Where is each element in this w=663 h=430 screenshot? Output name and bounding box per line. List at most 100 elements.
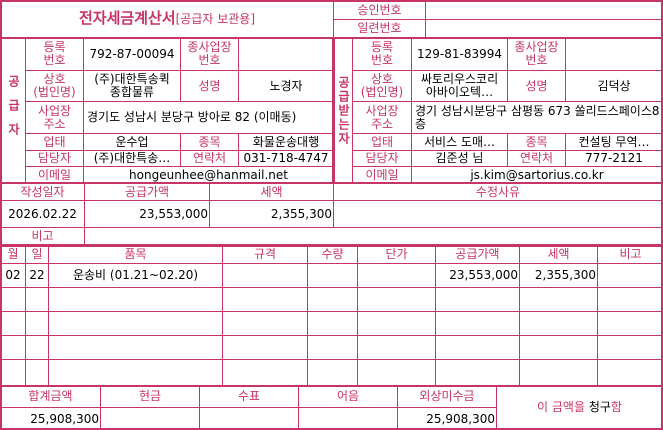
item-empty-cell — [222, 287, 308, 312]
supplier-email-label: 이메일 — [25, 166, 84, 184]
receiver-bizitem-label: 종목 — [507, 133, 566, 151]
item-empty-cell — [307, 335, 358, 360]
items-header-cell: 단가 — [357, 245, 436, 264]
item-empty-cell — [0, 335, 26, 360]
item-row-cell: 23,553,000 — [435, 263, 520, 288]
receiver-regno: 129-81-83994 — [411, 37, 508, 71]
serial-label: 일련번호 — [333, 19, 426, 38]
receiver-subbiz-label: 종사업장 번호 — [507, 37, 566, 71]
supplier-manager: (주)대한특송… — [83, 150, 181, 167]
supplier-side-label: 공급자 — [0, 37, 26, 184]
supply-value: 23,553,000 — [84, 200, 210, 228]
supplier-company: (주)대한특송퀵 종합물류 — [83, 70, 181, 102]
supplier-biztype: 운수업 — [83, 133, 181, 151]
item-empty-cell — [435, 287, 520, 312]
receiver-contact: 777-2121 — [565, 150, 663, 167]
item-empty-cell — [0, 311, 26, 336]
receiver-email: js.kim@sartorius.co.kr — [411, 166, 663, 184]
supplier-ceo: 노경자 — [238, 70, 334, 102]
item-row-cell — [307, 263, 358, 288]
items-header-cell: 규격 — [222, 245, 308, 264]
item-empty-cell — [435, 359, 520, 387]
item-empty-cell — [307, 311, 358, 336]
item-empty-cell — [25, 335, 49, 360]
supplier-subbiz-label: 종사업장 번호 — [180, 37, 239, 71]
totals-value-cell: 25,908,300 — [397, 407, 497, 430]
receiver-company: 싸토리우스코리 아바이오텍… — [411, 70, 508, 102]
item-empty-cell — [25, 311, 49, 336]
item-empty-cell — [48, 311, 223, 336]
title-text: 전자세금계산서 — [78, 9, 176, 27]
supplier-address: 경기도 성남시 분당구 방아로 82 (이매동) — [83, 101, 334, 134]
totals-header-cell: 현금 — [100, 385, 200, 408]
item-empty-cell — [357, 287, 436, 312]
receiver-bizitem: 컨설팅 무역… — [565, 133, 663, 151]
supplier-address-label: 사업장 주소 — [25, 101, 84, 134]
item-empty-cell — [307, 287, 358, 312]
supplier-bizitem-label: 종목 — [180, 133, 239, 151]
item-empty-cell — [519, 335, 598, 360]
item-row-cell — [222, 263, 308, 288]
item-empty-cell — [597, 335, 663, 360]
totals-value-cell — [100, 407, 200, 430]
item-row-cell: 운송비 (01.21~02.20) — [48, 263, 223, 288]
totals-header-cell: 외상미수금 — [397, 385, 497, 408]
invoice-title: 전자세금계산서[공급자 보관용] — [0, 0, 334, 38]
item-empty-cell — [0, 359, 26, 387]
receiver-subbiz — [565, 37, 663, 71]
items-header-cell: 공급가액 — [435, 245, 520, 264]
receiver-side-text: 공급받는자 — [336, 75, 351, 146]
claim-statement: 이 금액을 청구함 — [496, 385, 663, 430]
item-empty-cell — [307, 359, 358, 387]
approval-label: 승인번호 — [333, 0, 426, 20]
supplier-contact: 031-718-4747 — [238, 150, 334, 167]
supplier-regno-label: 등록 번호 — [25, 37, 84, 71]
item-empty-cell — [25, 287, 49, 312]
totals-value-cell: 25,908,300 — [0, 407, 101, 430]
items-header-cell: 일 — [25, 245, 49, 264]
item-empty-cell — [222, 335, 308, 360]
claim-word: 청구 — [588, 400, 611, 414]
approval-value — [425, 0, 663, 20]
tax-value: 2,355,300 — [209, 200, 334, 228]
totals-value-cell — [199, 407, 299, 430]
receiver-company-label: 상호 (법인명) — [352, 70, 412, 102]
receiver-biztype: 서비스 도매… — [411, 133, 508, 151]
item-empty-cell — [597, 311, 663, 336]
item-empty-cell — [519, 311, 598, 336]
receiver-contact-label: 연락처 — [507, 150, 566, 167]
serial-value — [425, 19, 663, 38]
supplier-subbiz — [238, 37, 334, 71]
receiver-ceo-label: 성명 — [507, 70, 566, 102]
item-row-cell: 2,355,300 — [519, 263, 598, 288]
supply-label: 공급가액 — [84, 183, 210, 201]
receiver-regno-label: 등록 번호 — [352, 37, 412, 71]
items-header-cell: 비고 — [597, 245, 663, 264]
item-empty-cell — [48, 335, 223, 360]
note-label: 비고 — [0, 227, 85, 246]
tax-label: 세액 — [209, 183, 334, 201]
supplier-company-label: 상호 (법인명) — [25, 70, 84, 102]
receiver-side-label: 공급받는자 — [333, 37, 353, 184]
items-header-cell: 품목 — [48, 245, 223, 264]
supplier-regno: 792-87-00094 — [83, 37, 181, 71]
item-empty-cell — [519, 287, 598, 312]
supplier-bizitem: 화물운송대행 — [238, 133, 334, 151]
item-empty-cell — [519, 359, 598, 387]
date-value: 2026.02.22 — [0, 200, 85, 228]
receiver-address: 경기 성남시분당구 삼평동 673 쏠리드스페이스8층 — [411, 101, 663, 134]
supplier-contact-label: 연락처 — [180, 150, 239, 167]
totals-header-cell: 어음 — [298, 385, 398, 408]
receiver-email-label: 이메일 — [352, 166, 412, 184]
items-header-cell: 수량 — [307, 245, 358, 264]
receiver-biztype-label: 업태 — [352, 133, 412, 151]
item-empty-cell — [48, 359, 223, 387]
claim-suffix: 함 — [610, 400, 622, 414]
item-empty-cell — [48, 287, 223, 312]
item-empty-cell — [222, 359, 308, 387]
items-header-cell: 월 — [0, 245, 26, 264]
reason-label: 수정사유 — [333, 183, 663, 201]
item-empty-cell — [435, 335, 520, 360]
item-empty-cell — [597, 359, 663, 387]
